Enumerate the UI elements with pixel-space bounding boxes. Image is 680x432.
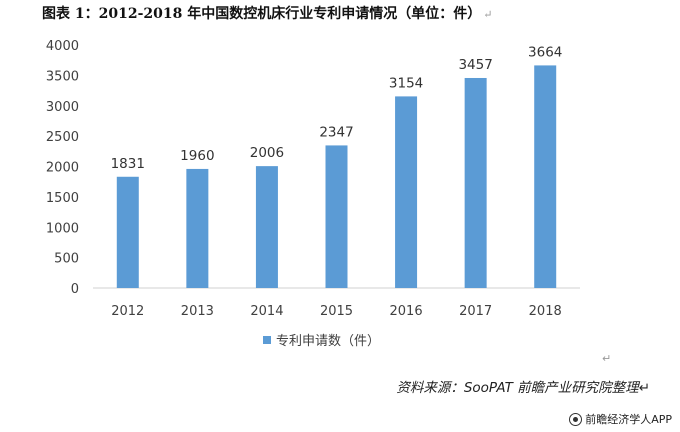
x-tick-label: 2015 (320, 304, 353, 319)
x-tick-label: 2018 (529, 304, 562, 319)
data-label: 3664 (528, 44, 562, 60)
bar (116, 176, 139, 288)
data-label: 1831 (111, 156, 145, 172)
data-label: 2006 (250, 145, 284, 161)
bar (464, 77, 487, 289)
data-label: 1960 (180, 148, 214, 164)
data-label: 3154 (389, 75, 423, 91)
y-tick-label: 2000 (46, 161, 79, 176)
watermark: 前瞻经济学人APP (569, 411, 672, 427)
legend-swatch (263, 336, 271, 344)
x-tick-label: 2014 (250, 304, 283, 319)
y-tick-label: 4000 (46, 39, 79, 54)
y-tick-label: 1500 (46, 191, 79, 206)
x-tick-label: 2013 (181, 304, 214, 319)
y-tick-label: 3000 (46, 100, 79, 115)
y-tick-label: 0 (71, 282, 79, 297)
watermark-text: 前瞻经济学人APP (585, 413, 672, 426)
bar (255, 166, 278, 288)
data-label: 2347 (319, 124, 353, 140)
chart-title-text: 图表 1：2012-2018 年中国数控机床行业专利申请情况（单位：件） (42, 6, 482, 22)
legend-label: 专利申请数（件） (276, 334, 380, 349)
bar (534, 65, 557, 288)
bar (186, 168, 209, 288)
weibo-icon (569, 412, 583, 426)
source-note: 资料来源：SooPAT 前瞻产业研究院整理↵ (396, 380, 650, 396)
y-tick-label: 1000 (46, 221, 79, 236)
paragraph-mark-2: ↵ (602, 352, 612, 365)
bar (325, 145, 348, 288)
bar (395, 96, 418, 288)
x-tick-label: 2017 (459, 304, 492, 319)
data-label: 3457 (458, 57, 492, 73)
y-tick-label: 3500 (46, 69, 79, 84)
x-tick-label: 2016 (390, 304, 423, 319)
y-tick-label: 500 (54, 252, 79, 267)
y-tick-label: 2500 (46, 130, 79, 145)
x-tick-label: 2012 (111, 304, 144, 319)
paragraph-mark: ↵ (483, 8, 493, 21)
chart-title: 图表 1：2012-2018 年中国数控机床行业专利申请情况（单位：件） ↵ (42, 3, 492, 23)
